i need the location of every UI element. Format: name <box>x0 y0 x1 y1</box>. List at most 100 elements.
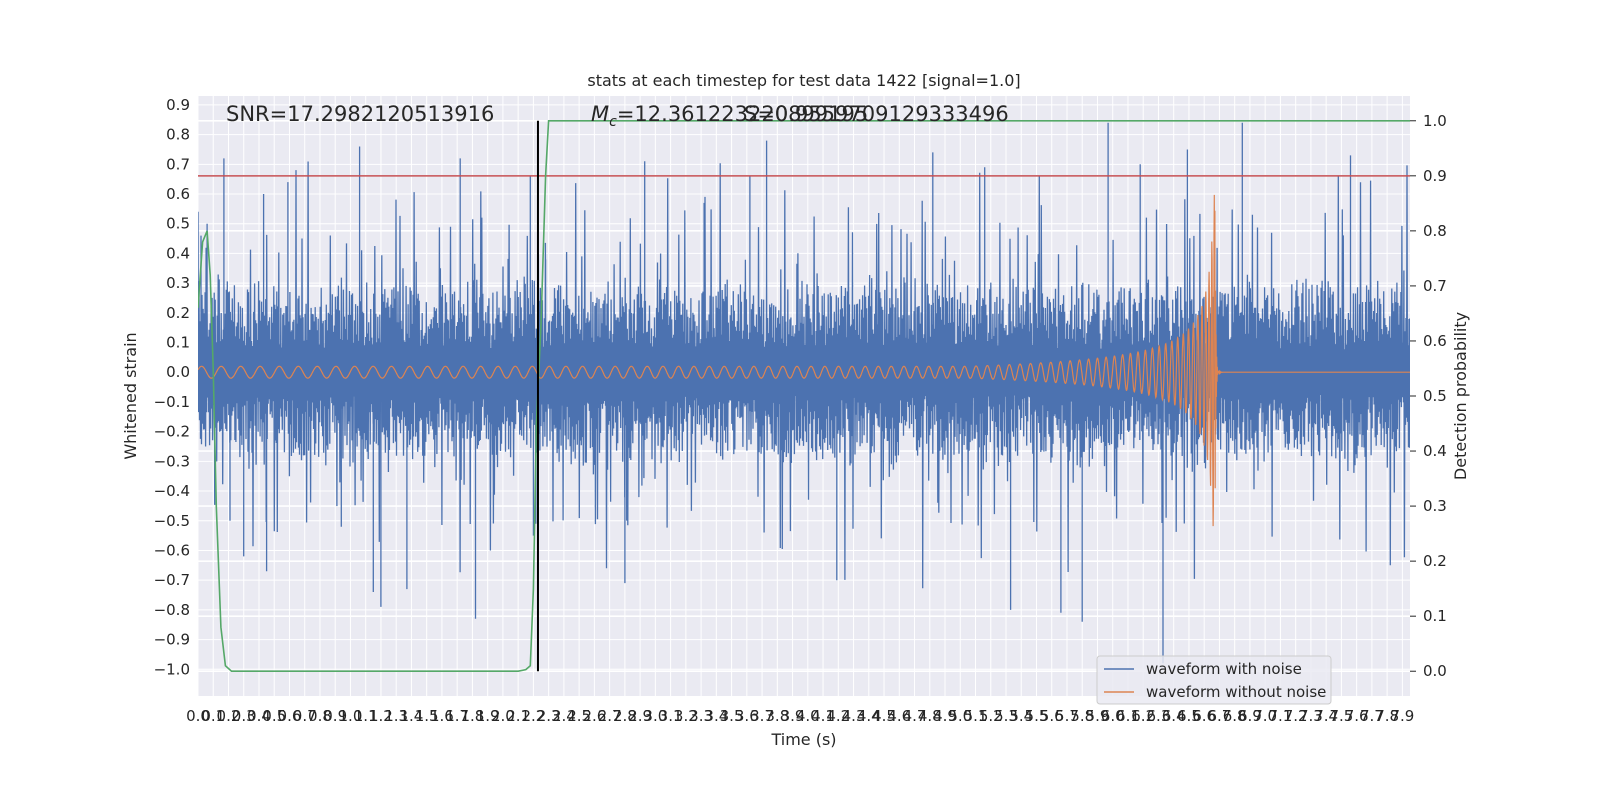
x-tick-label: 2.2 <box>521 707 545 725</box>
right-tick-label: 0.0 <box>1423 662 1447 680</box>
x-tick-label: 7.0 <box>1253 707 1277 725</box>
x-tick-label: 4.0 <box>796 707 820 725</box>
right-tick-label: 1.0 <box>1423 112 1447 130</box>
x-tick-label: 2.3 <box>537 707 561 725</box>
detection-probability-line <box>198 120 1410 672</box>
x-tick-label: 7.3 <box>1299 707 1323 725</box>
x-tick-label: 0.4 <box>247 707 271 725</box>
left-tick-label: −1.0 <box>154 660 190 678</box>
left-tick-label: −0.8 <box>154 601 190 619</box>
right-tick-label: 0.7 <box>1423 277 1447 295</box>
x-tick-label: 3.0 <box>643 707 667 725</box>
left-tick-label: 0.6 <box>166 185 190 203</box>
x-tick-label: 3.9 <box>781 707 805 725</box>
right-tick-label: 0.2 <box>1423 552 1447 570</box>
y-axis-label-left: Whitened strain <box>121 332 140 459</box>
chirp-mass-subscript: c <box>609 114 617 130</box>
x-tick-label: 5.4 <box>1009 707 1033 725</box>
x-tick-label: 1.2 <box>369 707 393 725</box>
left-tick-label: 0.9 <box>166 96 190 114</box>
right-tick-label: 0.3 <box>1423 497 1447 515</box>
x-tick-label: 0.8 <box>308 707 332 725</box>
left-tick-label: 0.0 <box>166 363 190 381</box>
x-tick-label: 6.2 <box>1131 707 1155 725</box>
snr-annotation: SNR=17.2982120513916 <box>226 102 494 126</box>
x-tick-label: 7.5 <box>1329 707 1353 725</box>
x-tick-label: 6.4 <box>1162 707 1186 725</box>
x-tick-label: 5.9 <box>1086 707 1110 725</box>
x-tick-label: 5.2 <box>979 707 1003 725</box>
overlap-annotation: S=0.9559709129333496 <box>744 102 1009 126</box>
x-tick-label: 6.3 <box>1147 707 1171 725</box>
left-tick-label: −0.1 <box>154 393 190 411</box>
x-tick-label: 2.9 <box>628 707 652 725</box>
right-tick-label: 0.4 <box>1423 442 1447 460</box>
x-tick-label: 1.8 <box>460 707 484 725</box>
left-tick-label: 0.5 <box>166 215 190 233</box>
left-tick-label: 0.1 <box>166 334 190 352</box>
x-tick-label: 7.1 <box>1268 707 1292 725</box>
x-tick-label: 0.0 <box>186 707 210 725</box>
x-tick-label: 0.6 <box>278 707 302 725</box>
left-tick-label: −0.2 <box>154 423 190 441</box>
x-tick-label: 4.3 <box>842 707 866 725</box>
x-tick-label: 2.8 <box>613 707 637 725</box>
left-tick-label: −0.5 <box>154 512 190 530</box>
x-tick-label: 2.5 <box>567 707 591 725</box>
x-tick-label: 1.9 <box>476 707 500 725</box>
x-tick-label: 5.7 <box>1055 707 1079 725</box>
x-tick-label: 0.1 <box>201 707 225 725</box>
x-tick-label: 7.2 <box>1284 707 1308 725</box>
chirp-mass-symbol: M <box>591 102 609 126</box>
x-tick-label: 1.0 <box>339 707 363 725</box>
x-tick-label: 3.7 <box>750 707 774 725</box>
x-axis-ticks: 0.00.10.20.30.40.50.60.70.80.91.01.11.21… <box>186 707 1414 725</box>
right-tick-label: 0.9 <box>1423 167 1447 185</box>
x-tick-label: 0.9 <box>323 707 347 725</box>
x-tick-label: 5.3 <box>994 707 1018 725</box>
left-tick-label: −0.3 <box>154 452 190 470</box>
left-tick-label: 0.8 <box>166 126 190 144</box>
x-tick-label: 5.6 <box>1040 707 1064 725</box>
x-tick-label: 4.2 <box>826 707 850 725</box>
left-tick-label: −0.6 <box>154 541 190 559</box>
left-tick-label: 0.2 <box>166 304 190 322</box>
x-tick-label: 2.4 <box>552 707 576 725</box>
x-tick-label: 0.5 <box>262 707 286 725</box>
x-tick-label: 6.6 <box>1192 707 1216 725</box>
x-tick-label: 3.8 <box>765 707 789 725</box>
x-tick-label: 1.7 <box>445 707 469 725</box>
x-tick-label: 1.6 <box>430 707 454 725</box>
x-tick-label: 6.1 <box>1116 707 1140 725</box>
right-tick-label: 0.8 <box>1423 222 1447 240</box>
chirp-mass-annotation: Mc=12.361223220899195 <box>591 102 868 130</box>
left-tick-label: −0.9 <box>154 631 190 649</box>
chirp-mass-value: =12.361223220899195 <box>617 102 868 126</box>
x-tick-label: 6.8 <box>1223 707 1247 725</box>
x-tick-label: 4.4 <box>857 707 881 725</box>
waveform-with-noise-line <box>198 122 1410 664</box>
x-tick-label: 7.8 <box>1375 707 1399 725</box>
legend-label-clean: waveform without noise <box>1146 683 1326 701</box>
x-tick-label: 3.3 <box>689 707 713 725</box>
left-tick-label: −0.7 <box>154 571 190 589</box>
x-tick-label: 5.0 <box>948 707 972 725</box>
x-tick-label: 1.5 <box>415 707 439 725</box>
x-tick-label: 3.4 <box>704 707 728 725</box>
right-tick-label: 0.1 <box>1423 607 1447 625</box>
x-tick-label: 2.7 <box>598 707 622 725</box>
x-tick-label: 1.1 <box>354 707 378 725</box>
x-tick-label: 4.7 <box>903 707 927 725</box>
legend-label-noise: waveform with noise <box>1146 660 1302 678</box>
x-tick-label: 1.4 <box>400 707 424 725</box>
left-tick-label: −0.4 <box>154 482 190 500</box>
x-tick-label: 6.9 <box>1238 707 1262 725</box>
x-tick-label: 5.8 <box>1070 707 1094 725</box>
x-tick-label: 2.1 <box>506 707 530 725</box>
x-tick-label: 6.0 <box>1101 707 1125 725</box>
x-tick-label: 0.7 <box>293 707 317 725</box>
x-tick-label: 2.6 <box>582 707 606 725</box>
x-tick-label: 4.8 <box>918 707 942 725</box>
x-tick-label: 3.5 <box>720 707 744 725</box>
